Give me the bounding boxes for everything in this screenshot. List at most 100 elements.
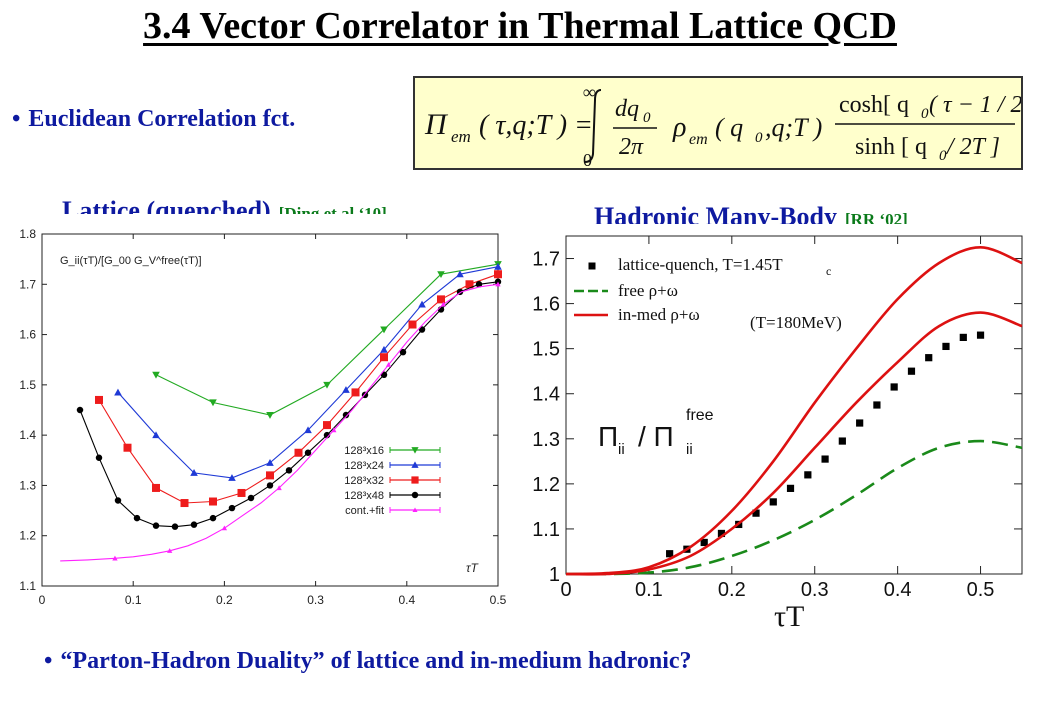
lattice-point	[380, 326, 388, 334]
lattice-point	[95, 454, 103, 462]
lattice-point	[209, 514, 217, 522]
lattice-point	[304, 426, 312, 434]
lattice-point	[190, 469, 198, 476]
hadronic-lattice-point	[752, 509, 760, 517]
lattice-legend-label: cont.+fit	[345, 505, 384, 517]
hadronic-ticks: 0 0.1 0.2 0.3 0.4 0.5 1 1.1 1.2 1.3 1.4 1.5 1.6 1.7	[532, 236, 1022, 601]
lattice-xtick-label: 0.3	[307, 593, 324, 607]
lattice-point	[437, 271, 445, 279]
hadronic-legend: lattice-quench, T=1.45T c free ρ+ω in-med ρ…	[574, 255, 842, 332]
lattice-xlabel: τT	[466, 561, 479, 575]
hadronic-lattice-point	[890, 383, 898, 391]
hadronic-free-curve	[565, 439, 1023, 576]
lattice-point	[114, 388, 122, 396]
hadronic-legend-label: lattice-quench, T=1.45T	[618, 255, 783, 274]
lattice-point	[331, 427, 337, 433]
lattice-xtick-label: 0.1	[125, 593, 142, 607]
lattice-ytick-label: 1.7	[19, 277, 36, 291]
lattice-point	[209, 399, 217, 407]
lattice-legend: 128³x16 128³x24 128³x32 128³x48 cont.+fit	[344, 445, 441, 517]
lattice-point	[418, 326, 426, 333]
formula-rho-sub: em	[689, 131, 708, 148]
lattice-point	[323, 421, 331, 430]
formula-rho-q0-sub: 0	[755, 130, 763, 146]
hadronic-xtick-label: 0.5	[967, 579, 995, 601]
formula-svg: Π em ( τ,q;T ) = ∞ 0 dq 0 2π ρ em ( q 0 …	[424, 82, 1021, 168]
lattice-legend-label: 128³x32	[344, 475, 384, 487]
hadronic-xtick-label: 0.3	[801, 579, 829, 601]
lattice-point	[209, 497, 217, 506]
lattice-plot-frame	[41, 233, 499, 587]
hadronic-legend-label: free ρ+ω	[618, 281, 678, 300]
formula-int-upper: ∞	[583, 82, 596, 102]
formula-pi: Π	[424, 108, 449, 141]
lattice-point	[190, 521, 198, 528]
lattice-point	[123, 443, 132, 452]
hadronic-lattice-point	[804, 471, 812, 479]
bullet-duality-text: “Parton-Hadron Duality” of lattice and i…	[60, 648, 692, 674]
lattice-point	[408, 320, 417, 329]
lattice-point	[342, 411, 350, 419]
lattice-point	[465, 280, 474, 289]
lattice-ytick-label: 1.8	[19, 227, 36, 241]
formula-num-sub: 0	[921, 106, 929, 122]
hadronic-inmed-curve	[565, 311, 1023, 576]
ratio-sub2: ii	[686, 441, 693, 458]
hadronic-lattice-point	[873, 401, 881, 409]
hadronic-lattice-point	[666, 550, 674, 558]
formula-lhs-args: ( τ,q;T ) =	[479, 110, 593, 141]
lattice-point	[294, 448, 303, 457]
lattice-point	[399, 348, 407, 356]
hadronic-lattice-point	[959, 333, 967, 341]
ratio-pi: Π	[598, 421, 618, 452]
lattice-xtick-label: 0.2	[216, 593, 233, 607]
formula-int-lower: 0	[583, 150, 592, 168]
formula-integral-sign	[584, 89, 602, 163]
ratio-sub1: ii	[618, 441, 625, 458]
lattice-legend-marker	[411, 447, 419, 454]
formula-den-sub: 0	[939, 148, 947, 164]
bullet-dot: •	[44, 648, 53, 674]
formula-box: Π em ( τ,q;T ) = ∞ 0 dq 0 2π ρ em ( q 0 …	[413, 76, 1023, 170]
lattice-point	[152, 483, 160, 492]
lattice-point	[494, 262, 502, 270]
formula-pi-sub: em	[451, 127, 471, 146]
hadronic-ytick-label: 1.1	[532, 519, 560, 541]
lattice-ytick-label: 1.4	[19, 428, 36, 442]
lattice-point	[285, 467, 293, 474]
hadronic-legend-note: (T=180MeV)	[750, 313, 842, 332]
lattice-point	[247, 494, 255, 502]
lattice-legend-marker	[411, 461, 419, 468]
lattice-ytick-label: 1.1	[19, 579, 36, 593]
lattice-chart: 0 0.1 0.2 0.3 0.4 0.5 1.1 1.2 1.3 1.4 1.5 1.6 1.7 1.8…	[0, 214, 530, 626]
lattice-point	[152, 522, 160, 529]
lattice-legend-label: 128³x16	[344, 445, 384, 457]
lattice-point	[95, 395, 103, 404]
lattice-point	[323, 381, 331, 389]
hadronic-lattice-point	[907, 367, 916, 375]
lattice-point	[180, 499, 189, 508]
lattice-ytick-label: 1.5	[19, 378, 36, 392]
lattice-point	[380, 353, 388, 362]
lattice-point	[323, 431, 331, 439]
hadronic-ytick-label: 1.7	[532, 249, 560, 271]
hadronic-series	[565, 245, 1023, 576]
lattice-point	[228, 504, 236, 512]
lattice-ylabel: G_ii(τT)/[G_00 G_V^free(τT)]	[60, 255, 202, 267]
lattice-point	[152, 371, 160, 379]
hadronic-lattice-point	[700, 538, 708, 547]
lattice-point	[385, 362, 392, 367]
hadronic-ytick-label: 1.4	[532, 384, 560, 406]
lattice-chart-bg	[0, 214, 530, 626]
hadronic-ytick-label: 1.5	[532, 339, 560, 361]
lattice-point	[380, 345, 388, 353]
hadronic-lattice-point	[976, 331, 985, 339]
formula-dq-den: 2π	[619, 134, 644, 160]
formula-dq: dq	[615, 96, 639, 122]
lattice-point	[437, 295, 445, 304]
hadronic-xtick-label: 0	[560, 579, 571, 601]
lattice-series-line	[60, 283, 499, 562]
lattice-point	[475, 281, 483, 288]
lattice-point	[494, 270, 502, 279]
lattice-legend-marker	[411, 476, 419, 484]
